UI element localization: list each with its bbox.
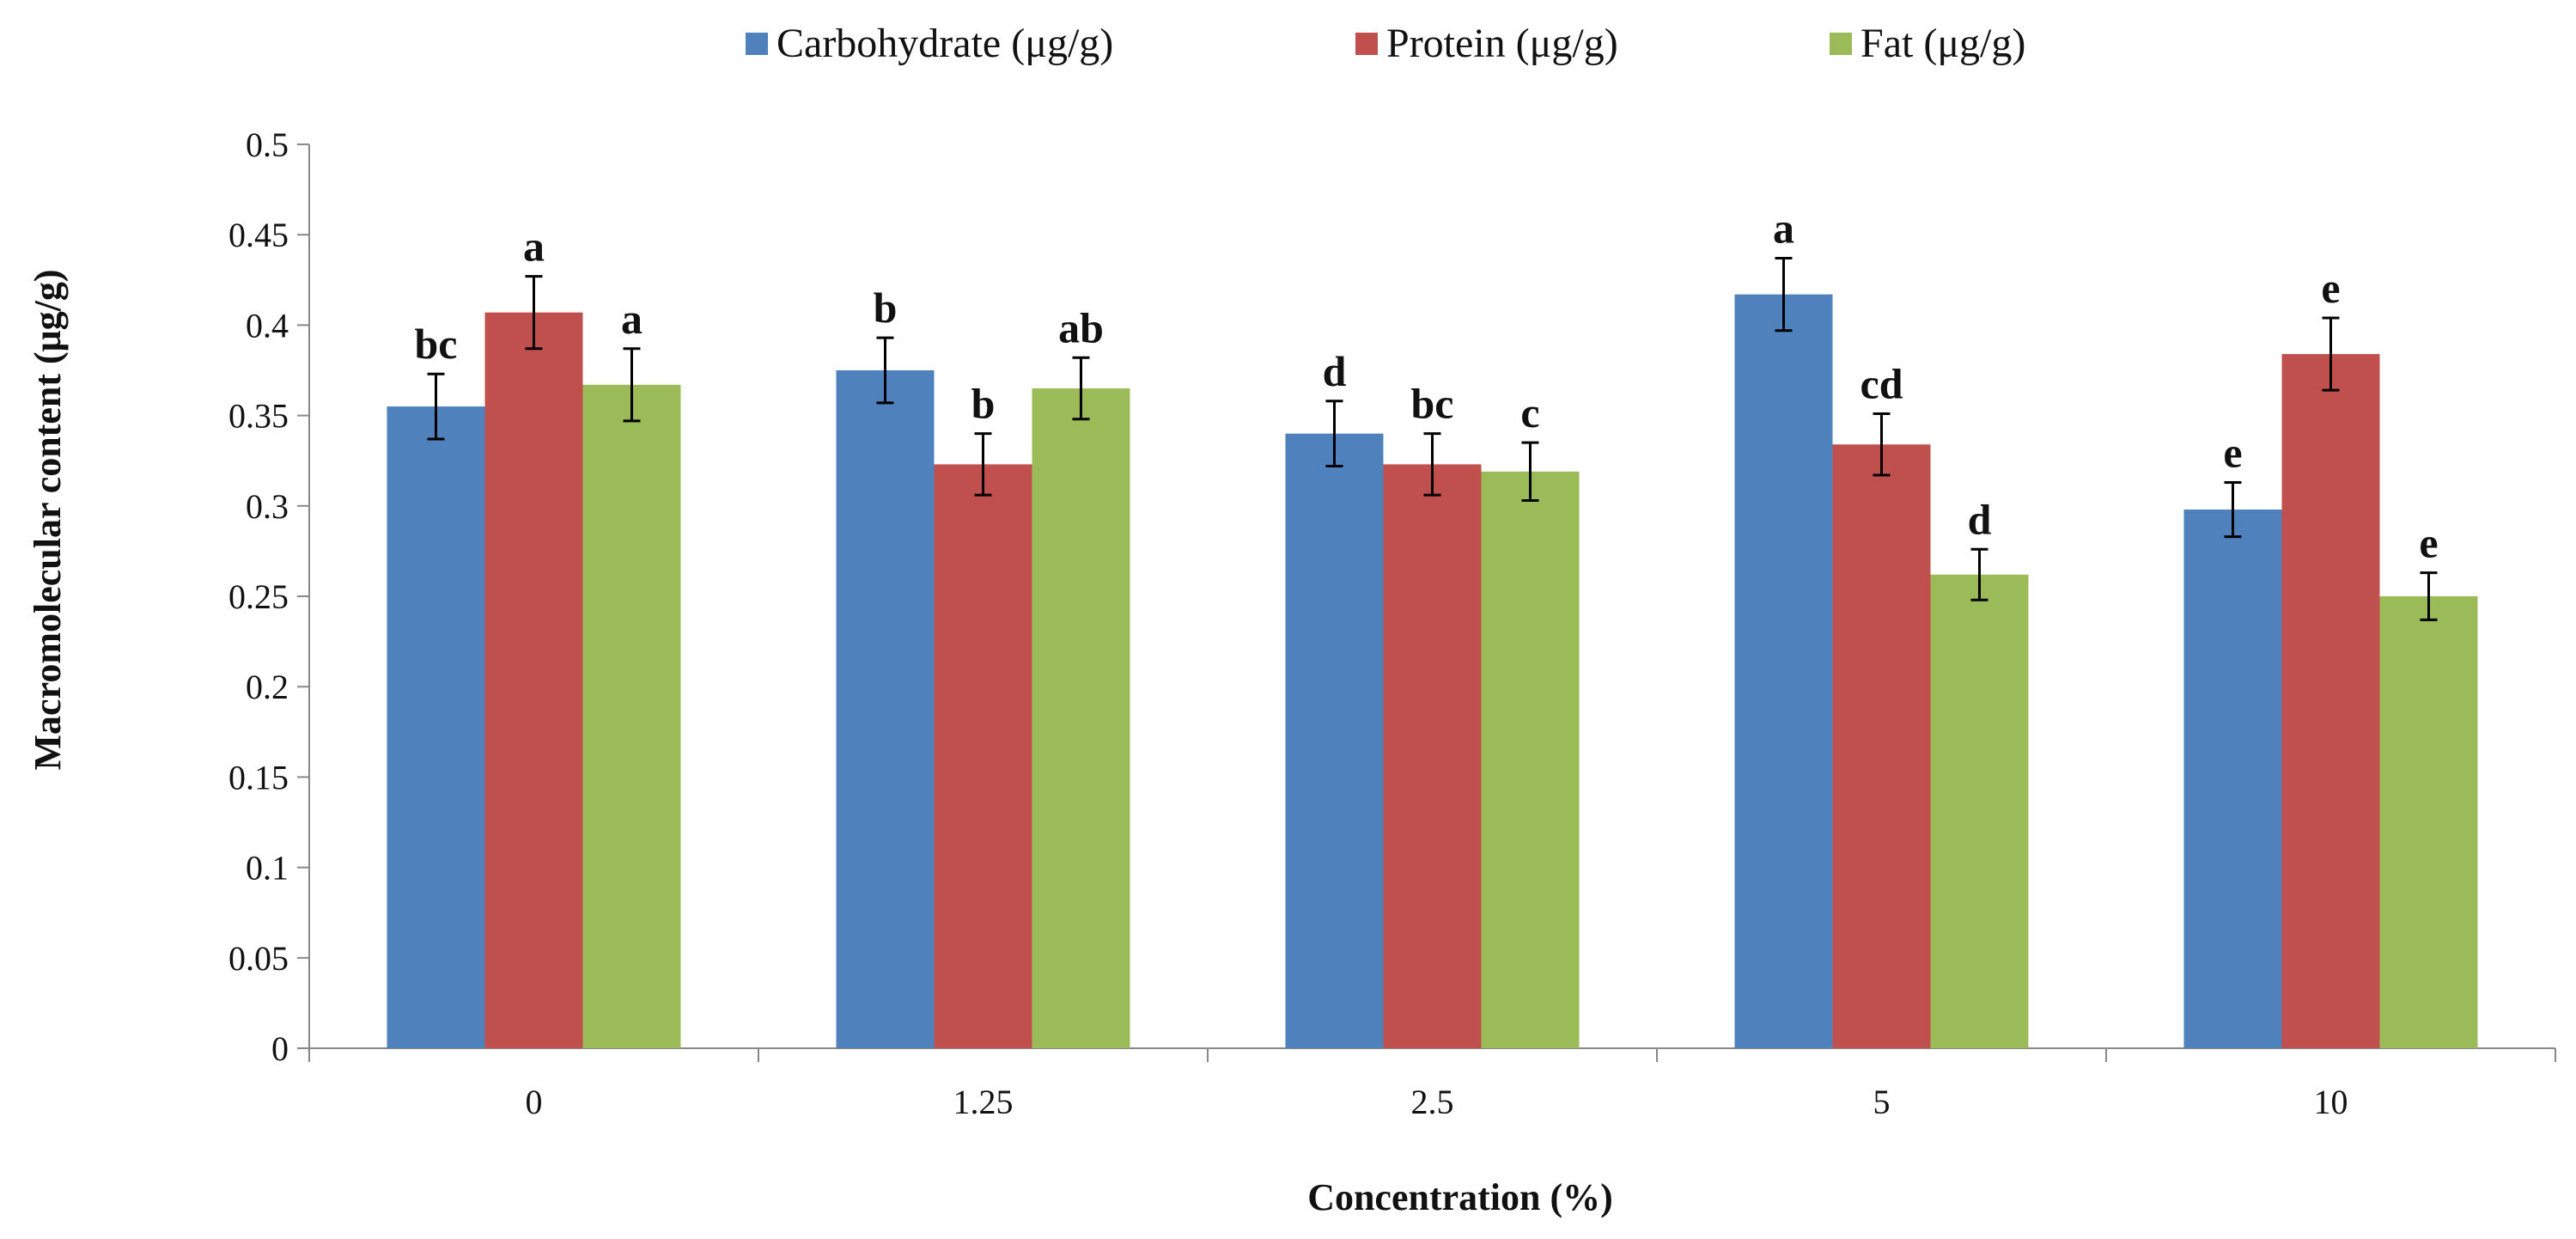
error-bar — [1072, 356, 1090, 421]
bar — [484, 312, 583, 1048]
bar — [582, 384, 681, 1048]
significance-label: b — [874, 284, 898, 332]
y-tick-label: 0.1 — [246, 849, 289, 888]
error-bar — [1521, 441, 1539, 502]
error-bar — [974, 432, 992, 497]
x-axis: 0 1.25 2.5 5 10 — [308, 1047, 2556, 1121]
significance-label: e — [2419, 519, 2438, 567]
error-bar — [427, 372, 445, 441]
x-tick-label: 2.5 — [1411, 1083, 1454, 1121]
significance-label: c — [1520, 388, 1539, 436]
legend: Carbohydrate (μg/g) Protein (μg/g) Fat (μg… — [746, 21, 2025, 66]
significance-label: ab — [1058, 303, 1104, 351]
bar — [1383, 464, 1482, 1048]
significance-label: a — [1773, 204, 1794, 253]
bars — [387, 294, 2478, 1049]
significance-label: cd — [1860, 359, 1903, 407]
error-bar — [623, 347, 641, 423]
error-bar — [1970, 547, 1988, 601]
x-tick-label: 5 — [1873, 1083, 1891, 1121]
bar — [2379, 596, 2478, 1048]
error-bar — [1775, 257, 1793, 333]
y-tick-label: 0.5 — [246, 125, 289, 164]
significance-label: e — [2321, 264, 2340, 312]
y-tick-label: 0 — [271, 1029, 289, 1068]
significance-label: bc — [1411, 380, 1454, 428]
bar — [2183, 510, 2282, 1048]
significance-label: a — [621, 295, 642, 343]
y-tick-label: 0.4 — [246, 306, 289, 345]
x-axis-title: Concentration (%) — [1307, 1176, 1613, 1218]
legend-item: Carbohydrate (μg/g) — [746, 21, 1113, 66]
significance-label: d — [1968, 495, 1992, 543]
y-tick-label: 0.45 — [228, 216, 289, 254]
bar — [387, 406, 485, 1049]
bar — [934, 464, 1032, 1048]
error-bar — [876, 336, 894, 405]
x-tick-label: 0 — [526, 1083, 543, 1121]
error-bar — [2322, 316, 2340, 392]
significance-label: d — [1323, 347, 1347, 395]
bar — [1832, 444, 1931, 1048]
bar — [1481, 471, 1580, 1048]
bar — [1930, 574, 2029, 1048]
error-bar — [1325, 400, 1343, 468]
x-tick-label: 1.25 — [953, 1083, 1014, 1121]
error-bar — [2420, 571, 2438, 621]
error-bars — [427, 257, 2438, 621]
legend-label: Fat (μg/g) — [1860, 21, 2025, 66]
y-tick-label: 0.15 — [228, 758, 289, 796]
y-axis-title: Macromolecular content (μg/g) — [27, 270, 69, 771]
y-tick-label: 0.35 — [228, 397, 289, 436]
y-tick-label: 0.2 — [246, 668, 289, 706]
bar — [1734, 294, 1833, 1049]
error-bar — [525, 275, 543, 351]
bar — [1032, 388, 1130, 1048]
error-bar — [1873, 412, 1891, 477]
significance-label: a — [523, 223, 545, 271]
y-tick-label: 0.05 — [228, 939, 289, 978]
legend-label: Carbohydrate (μg/g) — [776, 21, 1113, 66]
bar — [836, 370, 935, 1048]
legend-swatch — [1830, 33, 1852, 55]
significance-label: b — [971, 380, 996, 428]
y-tick-label: 0.25 — [228, 577, 289, 616]
error-bar — [1423, 432, 1441, 497]
legend-label: Protein (μg/g) — [1386, 21, 1618, 66]
x-tick-label: 10 — [2314, 1083, 2348, 1121]
significance-label: bc — [415, 320, 458, 368]
y-axis: 0 0.05 0.1 0.15 0.2 0.25 0.3 0.35 0.4 0.45 0.5 — [228, 125, 310, 1068]
legend-item: Fat (μg/g) — [1830, 21, 2025, 66]
error-bar — [2224, 480, 2242, 539]
legend-swatch — [1355, 33, 1378, 55]
bar — [2281, 354, 2380, 1049]
legend-swatch — [746, 33, 768, 55]
bar — [1285, 433, 1384, 1048]
legend-item: Protein (μg/g) — [1355, 21, 1618, 66]
significance-label: e — [2223, 428, 2242, 476]
y-tick-label: 0.3 — [246, 487, 289, 526]
